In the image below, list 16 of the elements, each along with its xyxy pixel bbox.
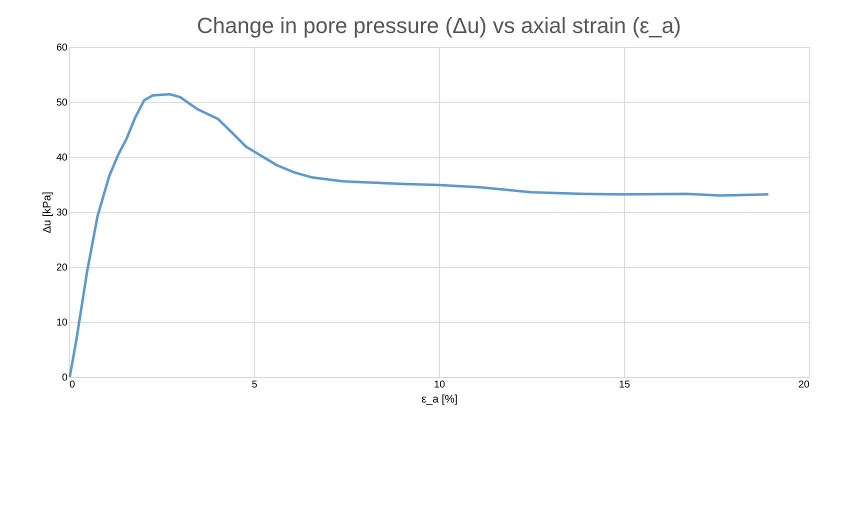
x-axis-title: ε_a [%]: [421, 394, 458, 406]
y-tick-label: 40: [56, 152, 68, 164]
y-axis-title: Δu [kPa]: [41, 192, 54, 234]
x-tick-label: 20: [798, 380, 810, 390]
line-series: [68, 93, 770, 378]
x-tick-label: 0: [70, 380, 76, 390]
y-tick-label: 20: [56, 262, 68, 274]
chart-title: Change in pore pressure (Δu) vs axial strain (ε_a): [196, 13, 682, 38]
y-tick-label: 0: [62, 372, 68, 384]
y-tick-label: 30: [56, 208, 68, 218]
x-tick-label: 15: [618, 380, 630, 390]
x-tick-label: 5: [252, 380, 258, 390]
y-tick-label: 60: [56, 42, 68, 54]
y-tick-label: 50: [56, 98, 68, 108]
x-tick-label: 10: [434, 380, 446, 390]
y-tick-label: 10: [56, 318, 68, 328]
